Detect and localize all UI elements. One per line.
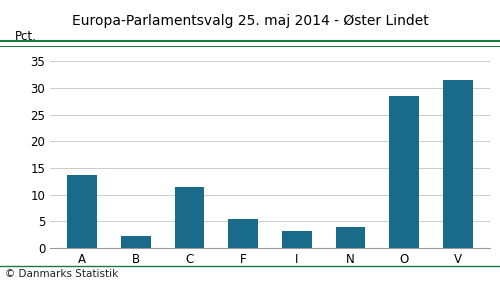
Bar bbox=[121, 236, 150, 248]
Bar bbox=[390, 96, 419, 248]
Bar bbox=[228, 219, 258, 248]
Text: © Danmarks Statistik: © Danmarks Statistik bbox=[5, 269, 118, 279]
Text: Europa-Parlamentsvalg 25. maj 2014 - Øster Lindet: Europa-Parlamentsvalg 25. maj 2014 - Øst… bbox=[72, 14, 428, 28]
Bar bbox=[443, 80, 472, 248]
Bar bbox=[282, 231, 312, 248]
Bar bbox=[336, 227, 365, 248]
Bar bbox=[68, 175, 97, 248]
Text: Pct.: Pct. bbox=[15, 30, 36, 43]
Bar bbox=[175, 187, 204, 248]
